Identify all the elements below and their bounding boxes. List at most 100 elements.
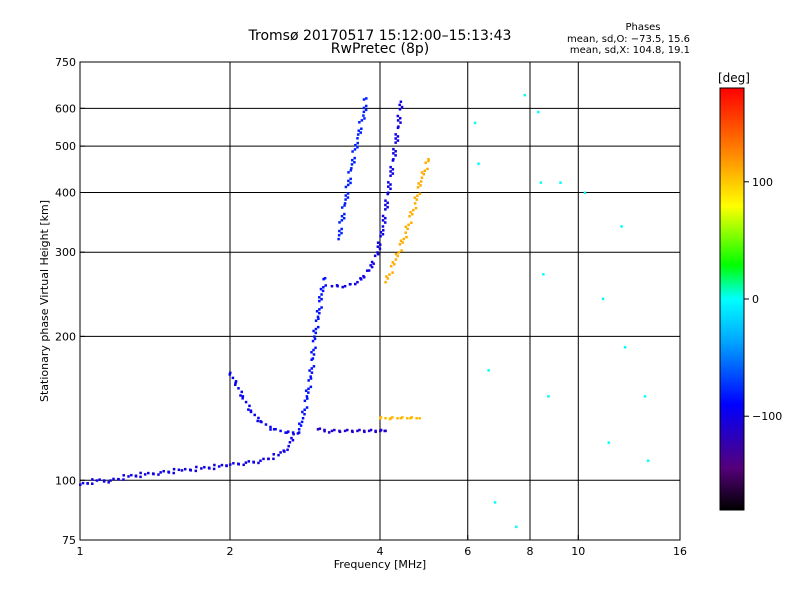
echo-point	[277, 453, 280, 457]
echo-point	[392, 147, 395, 151]
echo-point	[320, 293, 323, 296]
echo-point	[362, 110, 366, 114]
echo-point	[349, 169, 353, 172]
echo-point	[340, 214, 344, 218]
echo-point	[411, 212, 414, 216]
echo-point	[426, 167, 429, 171]
echo-point	[386, 277, 390, 280]
echo-point	[312, 365, 316, 368]
colorbar-ticks: 100 0 −100	[744, 176, 782, 423]
echo-point	[389, 183, 392, 186]
echo-point	[381, 225, 385, 228]
echo-point	[413, 196, 417, 199]
echo-point	[307, 387, 310, 391]
colorbar-tick-label: 0	[752, 293, 759, 306]
echo-point	[408, 214, 411, 218]
echo-point	[358, 428, 361, 432]
echo-point	[367, 429, 371, 433]
echo-point	[309, 375, 312, 378]
x-tick-labels: 1 2 4 6 8 10 16	[77, 535, 687, 558]
echo-point	[404, 231, 407, 234]
echo-point	[389, 170, 392, 173]
echo-point	[217, 465, 221, 468]
echo-point	[310, 358, 313, 361]
echo-point	[253, 413, 256, 417]
echo-point	[416, 186, 420, 189]
echo-point	[363, 430, 366, 434]
echo-point	[351, 430, 354, 434]
echo-point	[346, 428, 349, 432]
echo-point	[373, 254, 377, 258]
echo-point	[247, 460, 251, 463]
echo-point	[109, 479, 112, 482]
echo-point	[241, 397, 244, 400]
echo-point	[291, 438, 295, 442]
y-tick-label: 300	[55, 246, 76, 259]
echo-point	[304, 389, 308, 392]
echo-point	[208, 467, 211, 470]
echo-point	[152, 472, 155, 476]
echo-point	[536, 110, 540, 114]
echo-point	[343, 204, 346, 207]
echo-point	[349, 282, 352, 286]
colorbar-label: [deg]	[718, 71, 750, 85]
echo-point	[399, 239, 403, 242]
echo-point	[249, 410, 253, 414]
echo-point	[343, 429, 347, 433]
echo-point	[391, 168, 395, 171]
echo-point	[412, 208, 415, 212]
echo-point	[308, 369, 311, 372]
echo-point	[297, 431, 301, 434]
echo-point	[392, 158, 395, 161]
echo-point	[346, 183, 350, 187]
echo-point	[387, 181, 390, 184]
echo-point	[539, 181, 543, 184]
echo-point	[107, 481, 110, 484]
echo-point	[398, 243, 402, 246]
echo-point	[409, 416, 412, 420]
echo-point	[344, 194, 347, 197]
phase-stats-x: mean, sd,X: 104.8, 19.1	[570, 45, 690, 56]
echo-point	[313, 335, 316, 338]
echo-point	[317, 317, 320, 321]
echo-point	[309, 385, 313, 389]
echo-point	[314, 327, 318, 331]
echo-point	[350, 163, 354, 166]
echo-point	[143, 473, 147, 476]
echo-point	[358, 121, 361, 124]
echo-point	[269, 428, 272, 431]
echo-point	[213, 463, 216, 467]
echo-point	[379, 428, 383, 432]
echo-point	[336, 284, 339, 288]
echo-point	[351, 158, 354, 162]
echo-point	[356, 133, 360, 136]
echo-point	[330, 429, 334, 433]
echo-point	[376, 241, 380, 244]
echo-point	[356, 141, 359, 145]
echo-point	[386, 192, 389, 196]
echo-point	[396, 119, 400, 122]
echo-point	[427, 159, 430, 163]
echo-point	[643, 395, 647, 398]
echo-point	[399, 100, 403, 104]
y-tick-label: 200	[55, 330, 76, 343]
echo-point	[311, 339, 315, 343]
echo-point	[323, 276, 327, 280]
x-tick-label: 2	[227, 545, 234, 558]
series-points	[330, 100, 404, 289]
echo-point	[392, 152, 395, 155]
echo-point	[344, 198, 347, 201]
echo-point	[272, 428, 276, 431]
echo-point	[350, 167, 353, 170]
echo-point	[341, 285, 344, 289]
echo-point	[415, 198, 419, 201]
y-tick-label: 500	[55, 140, 76, 153]
echo-point	[340, 219, 344, 222]
echo-point	[386, 201, 389, 205]
echo-point	[415, 416, 418, 420]
y-tick-label: 100	[55, 474, 76, 487]
echo-point	[400, 105, 404, 109]
echo-point	[422, 172, 426, 176]
echo-point	[420, 171, 424, 174]
